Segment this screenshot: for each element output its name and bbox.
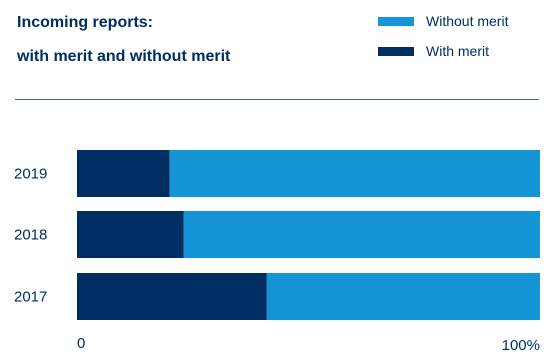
- legend: Without merit With merit: [378, 12, 508, 72]
- category-label-2019: 2019: [14, 166, 47, 183]
- bar-2019-without-merit: [169, 150, 540, 197]
- bar-2019-with-merit: [77, 150, 170, 197]
- legend-label-with-merit: With merit: [426, 43, 489, 59]
- legend-item-without-merit: Without merit: [378, 12, 508, 30]
- category-label-2018: 2018: [14, 227, 47, 244]
- chart-title-line1: Incoming reports:: [17, 14, 154, 31]
- legend-swatch-with-merit: [378, 46, 414, 56]
- x-tick-label-100: 100%: [502, 337, 540, 354]
- category-label-2017: 2017: [14, 289, 47, 306]
- x-tick-label-0: 0: [77, 335, 85, 352]
- bar-2018-without-merit: [183, 211, 541, 258]
- bar-2017-without-merit: [266, 273, 540, 320]
- legend-swatch-without-merit: [378, 16, 414, 26]
- bar-2018-with-merit: [77, 211, 184, 258]
- legend-item-with-merit: With merit: [378, 42, 508, 60]
- chart-title: Incoming reports: with merit and without…: [17, 6, 230, 74]
- legend-label-without-merit: Without merit: [426, 13, 509, 29]
- chart-title-line2: with merit and without merit: [17, 48, 231, 65]
- title-divider: [15, 99, 539, 100]
- bar-2017-with-merit: [77, 273, 267, 320]
